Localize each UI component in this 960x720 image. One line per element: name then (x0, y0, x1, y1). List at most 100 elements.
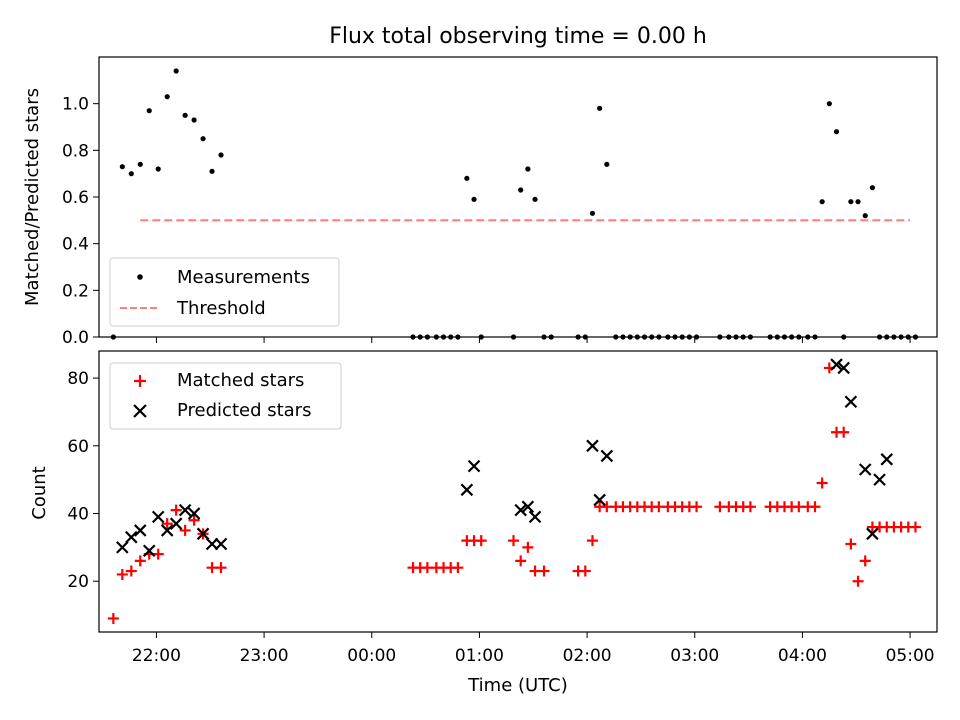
measurement-point (464, 175, 470, 181)
measurement-point (164, 94, 170, 100)
ratio-y-tick-label: 0.4 (62, 235, 89, 255)
measurement-point (812, 334, 818, 340)
measurement-point (440, 334, 447, 340)
measurement-point (128, 171, 134, 177)
measurement-point (796, 334, 802, 340)
legend-matched-label: Matched stars (177, 370, 304, 391)
predicted-point (467, 459, 481, 473)
legend-predicted-marker (133, 404, 147, 418)
matched-point (107, 612, 119, 624)
measurement-point (891, 334, 897, 340)
measurement-point (173, 68, 179, 74)
ratio-marks (110, 68, 919, 340)
count-x-tick-label: 22:00 (132, 646, 181, 666)
measurement-point (693, 334, 700, 340)
measurement-point (848, 199, 854, 205)
measurement-point (841, 334, 847, 340)
measurement-point (541, 334, 547, 340)
measurement-point (191, 117, 197, 123)
measurement-point (833, 129, 840, 135)
count-legend-box (109, 362, 342, 430)
measurement-point (726, 334, 732, 340)
predicted-point (178, 503, 192, 517)
matched-point (475, 535, 487, 547)
matched-point (179, 524, 191, 536)
measurement-point (110, 334, 116, 340)
measurement-point (781, 334, 788, 340)
measurement-point (119, 164, 125, 170)
count-x-tick-label: 02:00 (563, 646, 612, 666)
predicted-point (830, 358, 843, 371)
count-x-tick-label: 00:00 (347, 646, 396, 666)
measurement-point (641, 334, 648, 340)
measurement-point (805, 334, 811, 340)
predicted-point (866, 527, 879, 541)
measurement-point (604, 161, 610, 167)
matched-point (508, 535, 520, 547)
measurement-point (876, 334, 883, 340)
measurement-point (733, 334, 739, 340)
measurement-point (200, 136, 206, 142)
count-y-tick-label: 40 (67, 505, 89, 525)
ratio-y-tick-label: 0.0 (62, 328, 89, 348)
matched-point (152, 548, 164, 560)
ratio-legend-box (109, 257, 340, 327)
matched-point (522, 541, 534, 553)
measurement-point (767, 334, 773, 340)
predicted-point (844, 395, 858, 409)
measurement-point (686, 334, 692, 340)
count-x-tick-label: 23:00 (240, 646, 289, 666)
measurement-point (410, 334, 416, 340)
measurement-point (448, 334, 454, 340)
measurement-point (455, 334, 461, 340)
predicted-point (837, 361, 850, 375)
measurement-point (649, 334, 655, 340)
measurement-point (417, 334, 423, 340)
ratio-legend: Measurements Threshold (109, 257, 340, 327)
matched-point (816, 477, 828, 489)
legend-measurements-label: Measurements (177, 267, 310, 288)
chart-title: Flux total observing time = 0.00 h (329, 24, 707, 49)
count-panel: 20 40 60 80 22:00 23:00 00:00 01:00 02:00 03:00 0… (29, 350, 938, 696)
measurement-point (146, 108, 152, 114)
measurement-point (155, 166, 161, 172)
matched-point (452, 562, 464, 574)
count-marks (107, 358, 921, 624)
predicted-point (169, 517, 183, 530)
predicted-point (160, 524, 174, 537)
measurement-point (597, 105, 603, 111)
measurement-point (182, 112, 188, 118)
predicted-point (214, 537, 228, 551)
measurement-point (862, 213, 868, 219)
predicted-point (196, 527, 210, 541)
matched-point (859, 555, 871, 567)
count-y-tick-label: 20 (67, 572, 89, 592)
matched-point (744, 501, 756, 513)
ratio-y-axis-label: Matched/Predicted stars (22, 88, 43, 306)
measurement-point (789, 334, 795, 340)
predicted-point (116, 541, 129, 554)
predicted-point (205, 537, 219, 551)
measurement-point (869, 185, 876, 191)
count-y-axis-label: Count (29, 466, 50, 519)
measurement-point (672, 334, 678, 340)
measurement-point (525, 166, 531, 172)
measurement-point (627, 334, 633, 340)
predicted-point (586, 439, 599, 453)
matched-point (852, 575, 864, 587)
matched-point (515, 555, 527, 567)
measurement-point (218, 152, 224, 158)
predicted-point (514, 503, 527, 517)
predicted-point (142, 544, 156, 558)
matched-point (691, 501, 703, 513)
matched-point (116, 568, 128, 580)
matched-point (586, 535, 598, 547)
measurement-point (620, 334, 626, 340)
predicted-point (858, 463, 872, 476)
measurement-point (774, 334, 780, 340)
measurement-point (905, 334, 911, 340)
ratio-panel: 0.0 0.2 0.4 0.6 0.8 1.0 Matched/Predicted sta… (22, 56, 938, 348)
legend-matched-marker (134, 375, 146, 387)
measurement-point (884, 334, 890, 340)
